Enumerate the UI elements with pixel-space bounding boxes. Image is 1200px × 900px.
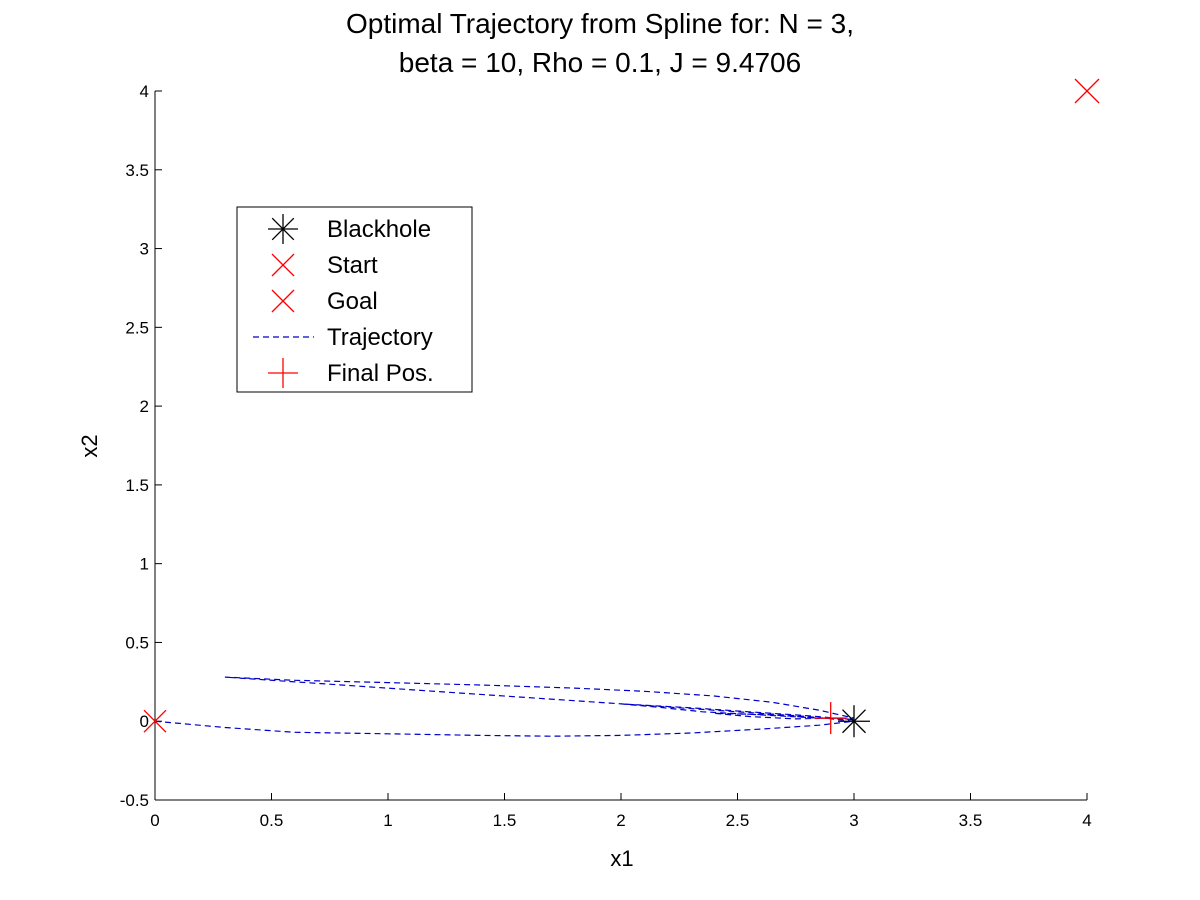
start-marker [143,709,167,733]
legend-goal-symbol [271,289,295,313]
y-tick-label: -0.5 [120,791,149,810]
x-ticks: 0 0.5 1 1.5 2 2.5 3 3.5 4 [150,793,1092,830]
x-tick-label: 3 [849,811,858,830]
plot-layer [143,78,1100,738]
legend-start-symbol-stroke [271,253,295,277]
y-tick-label: 2 [140,397,149,416]
y-tick-label: 3 [140,240,149,259]
legend-final-pos-label: Final Pos. [327,360,434,387]
chart-title-line-2: beta = 10, Rho = 0.1, J = 9.4706 [399,47,801,78]
legend-start-symbol [271,253,295,277]
x-tick-label: 0 [150,811,159,830]
y-axis-label: x2 [77,434,102,457]
x-tick-label: 1.5 [493,811,517,830]
chart-title-line-1: Optimal Trajectory from Spline for: N = … [346,8,854,39]
y-tick-label: 0 [140,712,149,731]
x-axis-label: x1 [610,846,633,871]
trajectory-line [154,676,855,737]
y-tick-label: 1.5 [125,476,149,495]
blackhole-marker-stroke [842,709,866,734]
legend-goal-symbol-stroke [271,289,295,313]
x-tick-label: 4 [1082,811,1091,830]
legend-blackhole-symbol-stroke [271,217,295,241]
legend-goal-label: Goal [327,288,378,315]
final-pos-marker [814,702,847,735]
x-tick-label: 1 [383,811,392,830]
legend-final-pos-symbol [268,358,298,388]
goal-marker-stroke [1074,78,1100,104]
legend: Blackhole Start Goal Trajectory Final Pos. [236,206,473,393]
goal-marker [1074,78,1100,104]
x-tick-label: 0.5 [260,811,284,830]
blackhole-marker [838,705,870,738]
legend-box [236,206,473,393]
legend-blackhole-symbol [268,214,298,244]
x-tick-label: 2.5 [726,811,750,830]
y-tick-label: 2.5 [125,318,149,337]
legend-blackhole-label: Blackhole [327,216,431,243]
y-tick-label: 4 [140,82,149,101]
legend-trajectory-label: Trajectory [327,324,433,351]
y-tick-label: 1 [140,555,149,574]
start-marker-stroke [143,709,167,733]
y-tick-label: 0.5 [125,633,149,652]
x-tick-label: 3.5 [959,811,983,830]
y-tick-label: 3.5 [125,161,149,180]
legend-start-label: Start [327,252,378,279]
x-tick-label: 2 [616,811,625,830]
